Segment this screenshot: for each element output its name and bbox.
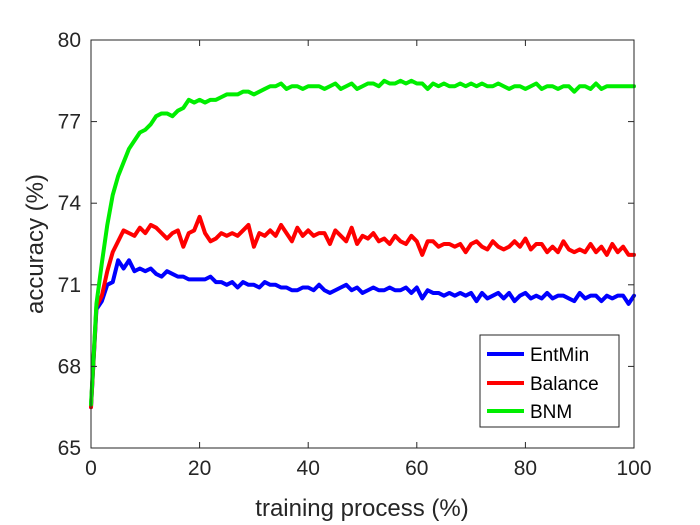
series-layer [89,78,636,410]
x-tick-label: 80 [514,457,537,480]
y-tick-label: 71 [58,274,81,297]
series-line-entmin [89,258,636,410]
tick-labels-layer: 0 20 40 60 80 100 65 68 71 74 77 80 [58,29,652,480]
y-axis-title: accuracy (%) [22,174,49,314]
legend-label-bnm: BNM [530,402,572,423]
x-tick-label: 40 [297,457,320,480]
x-tick-label: 20 [188,457,211,480]
legend: EntMin Balance BNM [479,334,620,428]
y-tick-label: 65 [58,437,81,460]
x-tick-label: 60 [405,457,428,480]
x-tick-label: 0 [85,457,97,480]
y-tick-label: 74 [58,192,82,215]
series-line-balance [89,214,636,410]
plot-frame [90,39,635,449]
y-tick-label: 68 [58,355,81,378]
x-tick-label: 100 [616,457,651,480]
series-line-bnm [89,78,636,407]
y-tick-label: 77 [58,111,81,134]
x-axis-title: training process (%) [255,495,468,522]
y-tick-label: 80 [58,29,81,52]
legend-label-entmin: EntMin [530,345,589,366]
legend-label-balance: Balance [530,374,599,395]
